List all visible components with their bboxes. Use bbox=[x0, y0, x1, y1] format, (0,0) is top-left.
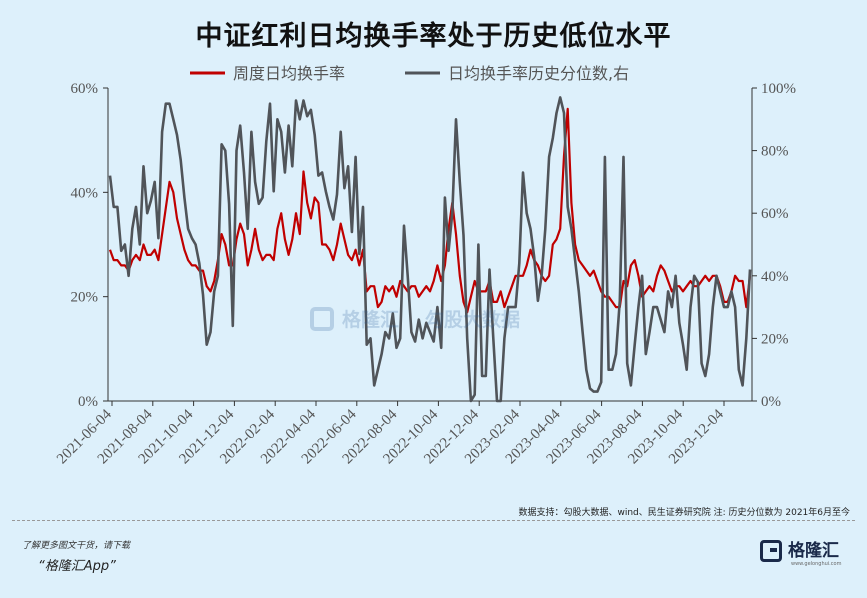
series-line-percentile bbox=[108, 96, 752, 403]
brand-name: 格隆汇 bbox=[788, 540, 839, 561]
legend-label: 日均换手率历史分位数,右 bbox=[448, 64, 629, 83]
y-right-tick-label: 80% bbox=[761, 144, 789, 160]
y-right-tick-label: 40% bbox=[761, 269, 789, 285]
watermark: 格隆汇 勾股大数据 bbox=[310, 305, 520, 332]
brand-url: www.gelonghui.com bbox=[791, 561, 842, 567]
y-left-tick-label: 20% bbox=[71, 290, 99, 306]
watermark-logo-icon bbox=[310, 306, 334, 331]
footer-note: 了解更多图文干货，请下载 bbox=[22, 541, 131, 551]
watermark-right-text: 勾股大数据 bbox=[425, 309, 521, 331]
line-chart: 0%20%40%60%0%20%40%60%80%100%2021-06-042… bbox=[54, 64, 796, 467]
y-right-tick-label: 60% bbox=[761, 206, 789, 222]
chart-title: 中证红利日均换手率处于历史低位水平 bbox=[195, 21, 672, 52]
brand-logo: 格隆汇 bbox=[760, 540, 839, 562]
source-note: 数据支持：勾股大数据、wind、民生证券研究院 注: 历史分位数为 2021年6… bbox=[518, 508, 850, 518]
watermark-left-text: 格隆汇 bbox=[342, 309, 400, 331]
y-right-tick-label: 20% bbox=[761, 331, 789, 347]
divider bbox=[12, 520, 855, 521]
y-right-tick-label: 100% bbox=[761, 81, 796, 97]
y-left-tick-label: 0% bbox=[78, 394, 98, 410]
y-left-tick-label: 40% bbox=[71, 185, 99, 201]
y-right-tick-label: 0% bbox=[761, 394, 781, 410]
series-line-weekly-turnover bbox=[108, 107, 752, 314]
y-left-tick-label: 60% bbox=[71, 81, 99, 97]
footer-app-name: “格隆汇App” bbox=[38, 559, 116, 574]
brand-logo-icon bbox=[760, 540, 782, 562]
legend-label: 周度日均换手率 bbox=[233, 64, 345, 83]
